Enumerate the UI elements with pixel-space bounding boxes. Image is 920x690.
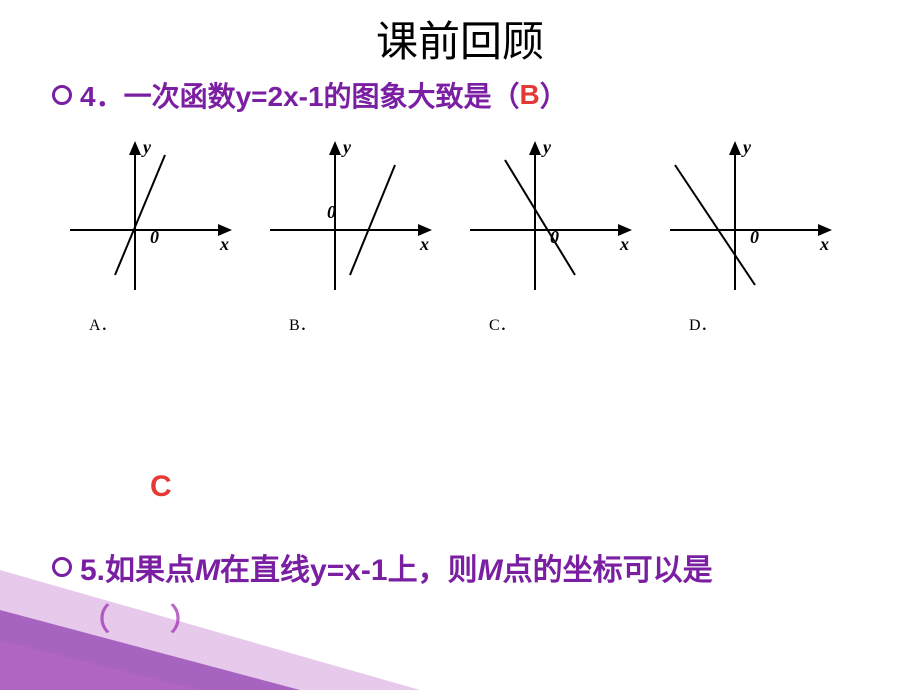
svg-text:y: y	[141, 137, 152, 157]
bullet-icon	[52, 85, 72, 105]
q4-prefix: 4．一次函数y=2x-1的图象大致是（	[80, 75, 520, 115]
svg-text:x: x	[619, 234, 629, 254]
svg-text:0: 0	[327, 202, 336, 222]
graph-svg: 0 x y	[665, 135, 835, 305]
graph-svg: 0 x y	[265, 135, 435, 305]
graph-option-label: A．	[89, 311, 117, 335]
graph-cell: 0 x y C．	[465, 135, 655, 335]
svg-text:y: y	[341, 137, 352, 157]
graph-svg: 0 x y	[465, 135, 635, 305]
graph-cell: 0 x y B．	[265, 135, 455, 335]
graphs-row: 0 x y A． 0 x y B． 0 x y C．	[0, 125, 920, 335]
svg-text:0: 0	[550, 227, 559, 247]
question-4: 4．一次函数y=2x-1的图象大致是（ B ）	[0, 75, 920, 115]
svg-text:x: x	[219, 234, 229, 254]
q4-suffix: ）	[540, 75, 568, 115]
graph-option-label: C．	[489, 311, 516, 335]
page-title: 课前回顾	[0, 0, 920, 69]
graph-cell: 0 x y D．	[665, 135, 855, 335]
graph-cell: 0 x y A．	[65, 135, 255, 335]
svg-text:0: 0	[150, 227, 159, 247]
svg-text:x: x	[419, 234, 429, 254]
graph-option-label: D．	[689, 311, 717, 335]
svg-text:y: y	[541, 137, 552, 157]
graph-option-label: B．	[289, 311, 316, 335]
graph-svg: 0 x y	[65, 135, 235, 305]
svg-text:0: 0	[750, 227, 759, 247]
svg-text:y: y	[741, 137, 752, 157]
decor-triangle-icon	[0, 640, 200, 690]
q4-answer: B	[520, 79, 540, 111]
answer-c: C	[150, 470, 172, 504]
svg-text:x: x	[819, 234, 829, 254]
